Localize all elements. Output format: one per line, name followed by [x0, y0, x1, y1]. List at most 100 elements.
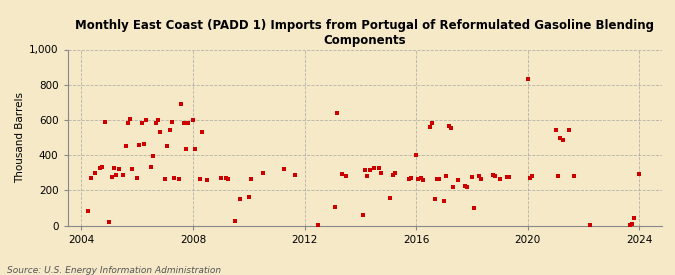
Point — [364, 168, 375, 172]
Point — [118, 173, 129, 178]
Point — [190, 147, 200, 151]
Point — [502, 175, 512, 179]
Point — [410, 153, 421, 157]
Point — [527, 174, 538, 178]
Point — [452, 178, 463, 182]
Point — [155, 130, 166, 134]
Point — [176, 102, 187, 106]
Point — [376, 170, 387, 175]
Point — [257, 170, 268, 175]
Point — [109, 166, 119, 170]
Point — [165, 128, 176, 133]
Point — [429, 197, 440, 201]
Point — [244, 195, 254, 200]
Point — [389, 170, 400, 175]
Point — [564, 127, 575, 132]
Point — [230, 219, 240, 223]
Text: Source: U.S. Energy Information Administration: Source: U.S. Energy Information Administ… — [7, 266, 221, 275]
Point — [181, 147, 192, 151]
Point — [151, 121, 161, 126]
Point — [120, 144, 131, 148]
Point — [552, 174, 563, 178]
Point — [234, 197, 245, 201]
Point — [425, 125, 435, 129]
Point — [385, 196, 396, 200]
Point — [362, 174, 373, 178]
Point — [373, 166, 384, 170]
Point — [476, 177, 487, 181]
Point — [627, 222, 638, 226]
Point — [160, 177, 171, 181]
Point — [183, 121, 194, 126]
Point — [434, 177, 445, 181]
Point — [97, 165, 108, 170]
Point — [624, 222, 635, 227]
Point — [90, 170, 101, 175]
Point — [278, 167, 289, 171]
Point — [95, 166, 105, 170]
Point — [357, 213, 368, 217]
Point — [443, 124, 454, 128]
Point — [146, 165, 157, 170]
Point — [634, 171, 645, 176]
Point — [404, 177, 414, 181]
Y-axis label: Thousand Barrels: Thousand Barrels — [15, 92, 25, 183]
Point — [524, 176, 535, 180]
Point — [127, 167, 138, 171]
Point — [406, 176, 416, 180]
Point — [504, 175, 514, 179]
Point — [446, 126, 456, 130]
Point — [83, 209, 94, 214]
Point — [167, 119, 178, 124]
Point — [148, 154, 159, 158]
Point — [85, 176, 96, 180]
Point — [134, 142, 145, 147]
Point — [413, 177, 424, 181]
Point — [188, 118, 198, 122]
Point — [290, 173, 301, 178]
Point — [569, 174, 580, 178]
Point — [99, 119, 110, 124]
Point — [153, 118, 163, 122]
Point — [329, 205, 340, 209]
Point — [557, 138, 568, 142]
Point — [585, 222, 596, 227]
Point — [341, 174, 352, 178]
Point — [111, 173, 122, 178]
Point — [169, 176, 180, 180]
Point — [468, 206, 479, 210]
Point — [125, 117, 136, 121]
Point — [418, 178, 429, 182]
Point — [113, 167, 124, 171]
Point — [202, 178, 213, 182]
Point — [550, 128, 561, 133]
Point — [123, 121, 134, 126]
Point — [332, 111, 343, 115]
Point — [487, 173, 498, 178]
Point — [522, 77, 533, 82]
Point — [360, 168, 371, 172]
Point — [246, 177, 256, 181]
Point — [141, 118, 152, 122]
Point — [431, 177, 442, 181]
Point — [173, 177, 184, 181]
Point — [473, 174, 484, 178]
Point — [162, 144, 173, 148]
Point — [555, 135, 566, 140]
Point — [427, 121, 437, 126]
Point — [139, 141, 150, 146]
Point — [178, 121, 189, 126]
Point — [466, 175, 477, 179]
Point — [336, 172, 347, 177]
Point — [369, 166, 379, 170]
Point — [136, 121, 147, 126]
Point — [104, 220, 115, 224]
Point — [197, 130, 208, 134]
Title: Monthly East Coast (PADD 1) Imports from Portugal of Reformulated Gasoline Blend: Monthly East Coast (PADD 1) Imports from… — [75, 19, 654, 47]
Point — [313, 222, 324, 227]
Point — [460, 184, 470, 188]
Point — [489, 174, 500, 178]
Point — [629, 215, 640, 220]
Point — [441, 174, 452, 178]
Point — [462, 185, 472, 189]
